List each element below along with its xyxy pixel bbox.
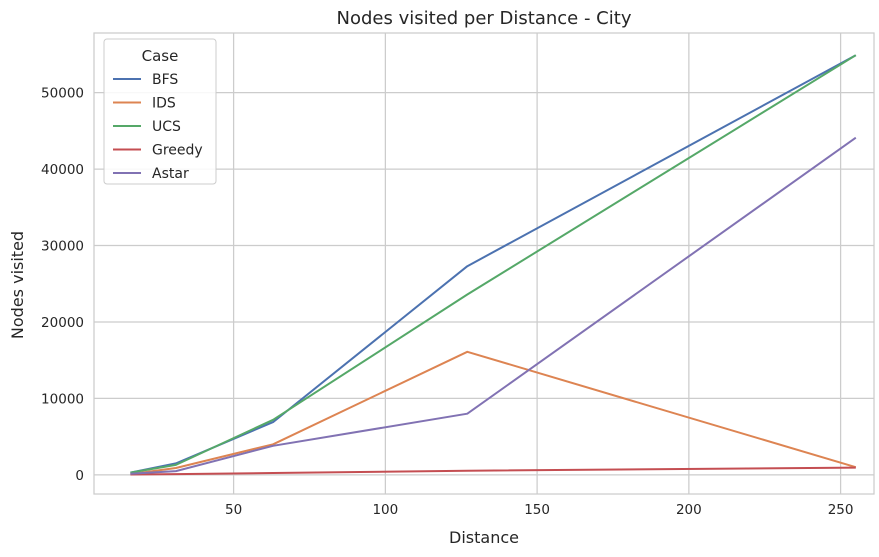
y-tick-label: 50000 (41, 86, 84, 102)
legend-label: IDS (152, 96, 176, 112)
y-tick-label: 10000 (41, 391, 84, 407)
y-tick-label: 0 (75, 468, 84, 484)
y-tick-label: 40000 (41, 162, 84, 178)
x-tick-label: 50 (225, 502, 242, 518)
legend-label: Astar (152, 166, 189, 182)
series-lines (130, 54, 857, 476)
series-line-greedy (130, 466, 856, 476)
legend-box (103, 38, 217, 185)
series-line-ids (130, 350, 857, 476)
x-tick-label: 100 (372, 502, 398, 518)
series-line-astar (130, 136, 857, 475)
series-line-bfs (130, 54, 857, 474)
chart-title: Nodes visited per Distance - City (337, 8, 632, 29)
legend-label: BFS (152, 72, 178, 88)
x-axis-label: Distance (449, 528, 519, 547)
legend-title: Case (142, 47, 179, 65)
grid (94, 33, 874, 494)
y-axis-label: Nodes visited (8, 231, 27, 339)
plot-frame (93, 32, 875, 495)
y-tick-label: 20000 (41, 315, 84, 331)
x-tick-label: 150 (524, 502, 550, 518)
legend-items: BFS IDS UCS Greedy Astar (113, 72, 203, 182)
x-tick-label: 200 (676, 502, 702, 518)
x-axis-ticks: 50 100 150 200 250 (225, 502, 853, 518)
legend: Case BFS IDS UCS Greedy Astar (103, 38, 217, 185)
y-tick-label: 30000 (41, 239, 84, 255)
series-line-ucs (130, 54, 857, 474)
x-tick-label: 250 (828, 502, 854, 518)
legend-label: Greedy (152, 143, 203, 159)
y-axis-ticks: 0 10000 20000 30000 40000 50000 (41, 86, 84, 484)
legend-label: UCS (152, 119, 181, 135)
